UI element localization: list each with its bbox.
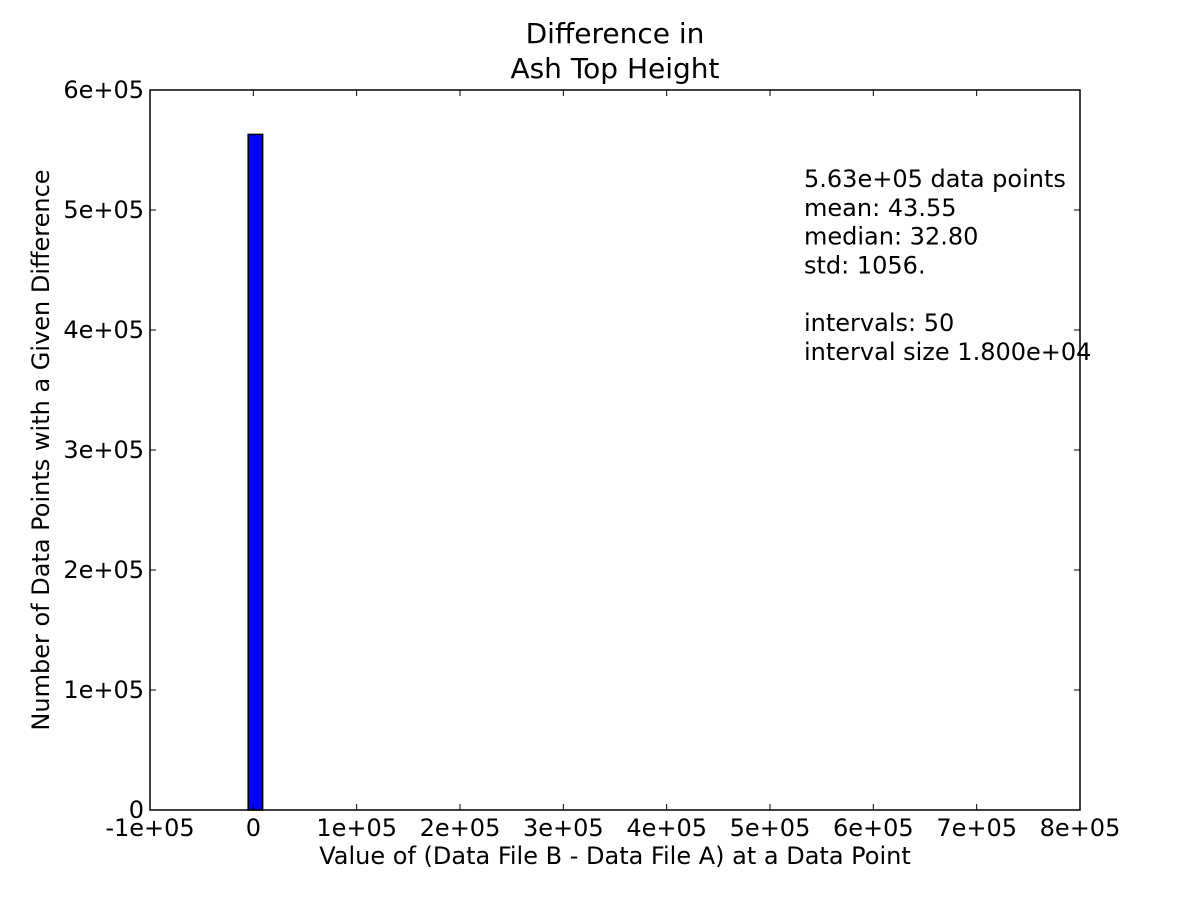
stats-line: std: 1056. [804,251,926,279]
bars [247,133,264,811]
x-axis-label: Value of (Data File B - Data File A) at … [319,842,911,870]
x-tick-label: 7e+05 [936,814,1017,842]
x-tick-label: 0 [246,814,261,842]
y-axis-label: Number of Data Points with a Given Diffe… [27,169,55,730]
x-axis-ticks: -1e+05 0 1e+05 2e+05 3e+05 4e+05 5e+05 6e+05 7e+… [105,90,1120,842]
x-tick-label: 6e+05 [833,814,914,842]
stats-line: median: 32.80 [804,223,978,251]
y-tick-label: 4e+05 [63,316,144,344]
y-axis-ticks: 0 1e+05 2e+05 3e+05 4e+05 5e+05 6e+05 [63,76,1080,824]
x-tick-label: 4e+05 [626,814,707,842]
stats-line: interval size 1.800e+04 [804,338,1091,366]
y-tick-label: 1e+05 [63,676,144,704]
chart-title-line: Difference in [526,17,705,50]
y-tick-label: 3e+05 [63,436,144,464]
x-tick-label: 1e+05 [316,814,397,842]
x-tick-label: 3e+05 [523,814,604,842]
x-tick-label: -1e+05 [105,814,194,842]
stats-line: 5.63e+05 data points [804,165,1066,193]
x-tick-label: 5e+05 [730,814,811,842]
y-tick-label: 5e+05 [63,196,144,224]
y-tick-label: 6e+05 [63,76,144,104]
histogram-bar [247,133,264,811]
stats-line: mean: 43.55 [804,194,956,222]
stats-line: intervals: 50 [804,309,954,337]
x-tick-label: 2e+05 [420,814,501,842]
chart-title-line: Ash Top Height [510,52,719,85]
y-tick-label: 2e+05 [63,556,144,584]
x-tick-label: 8e+05 [1040,814,1121,842]
y-tick-label: 0 [129,796,144,824]
